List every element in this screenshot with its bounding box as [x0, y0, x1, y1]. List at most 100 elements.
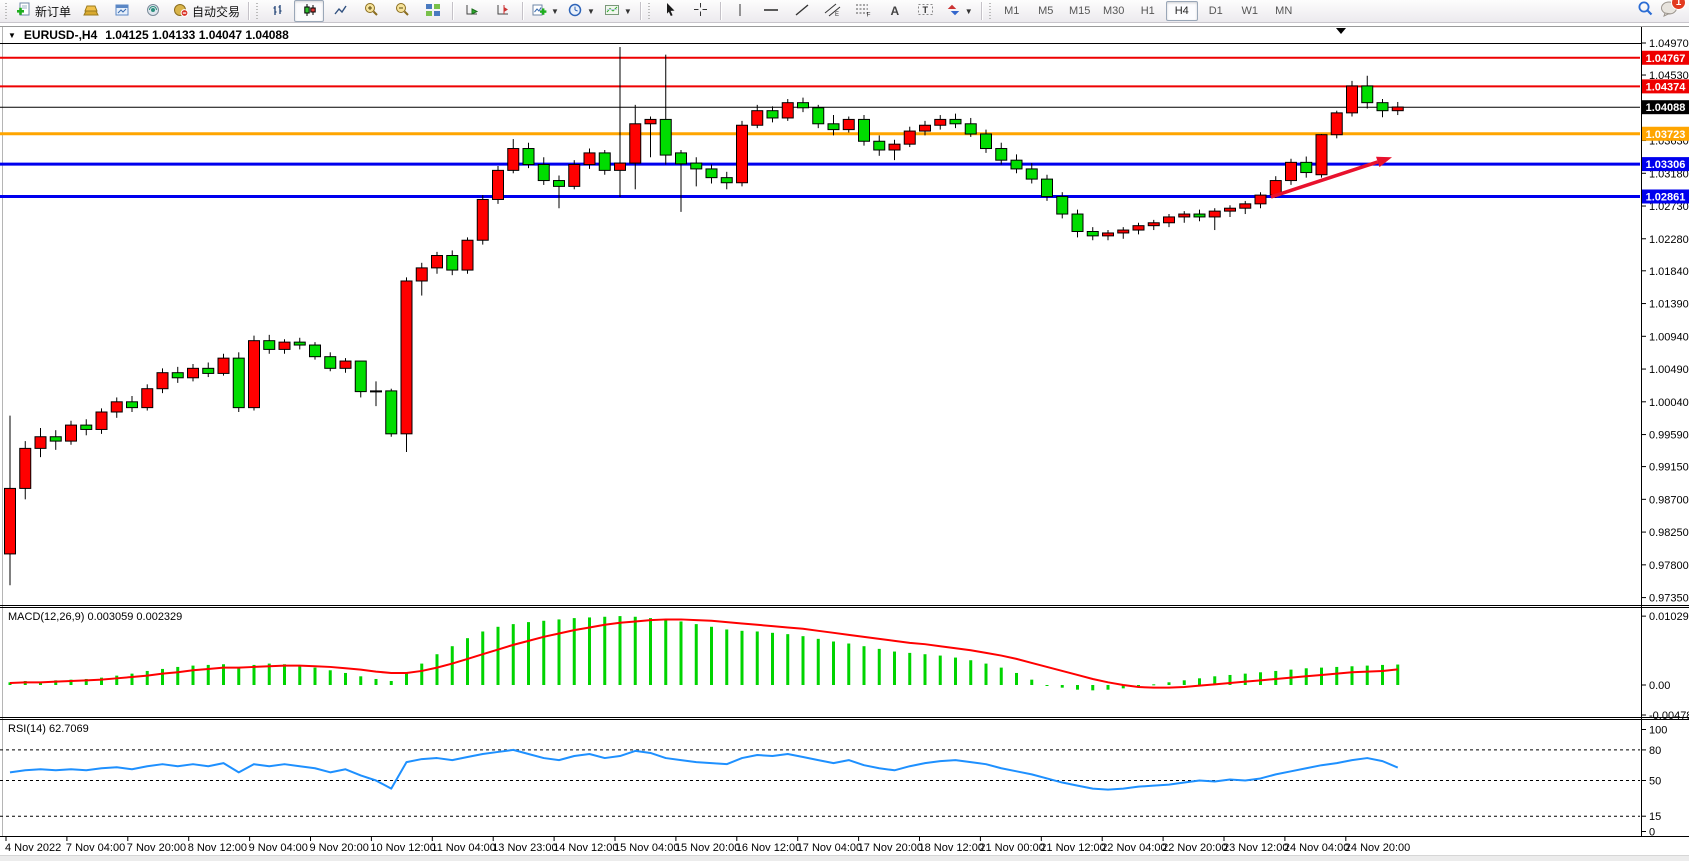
zoom-out-icon — [394, 2, 410, 20]
timeframe-m5-button[interactable]: M5 — [1038, 5, 1054, 17]
crosshair-button[interactable] — [686, 0, 716, 22]
auto-scroll-icon — [464, 3, 480, 20]
community-icon[interactable]: 1 — [1660, 0, 1686, 22]
svg-text:1.00940: 1.00940 — [1649, 331, 1689, 343]
vertical-line-button[interactable] — [725, 0, 755, 22]
rsi-pane — [0, 748, 1640, 817]
svg-text:16 Nov 12:00: 16 Nov 12:00 — [736, 842, 801, 854]
rsi-indicator-label: RSI(14) 62.7069 — [8, 723, 89, 735]
text-label-button[interactable]: T — [911, 0, 941, 22]
svg-text:7 Nov 20:00: 7 Nov 20:00 — [127, 842, 186, 854]
new-order-button[interactable]: 新订单 — [12, 0, 75, 22]
templates-icon — [604, 3, 620, 20]
gold-button[interactable] — [76, 0, 106, 22]
search-icon[interactable] — [1637, 0, 1654, 22]
svg-text:0.97350: 0.97350 — [1649, 593, 1689, 605]
timeframe-h4-button[interactable]: H4 — [1165, 1, 1198, 21]
svg-text:8 Nov 12:00: 8 Nov 12:00 — [188, 842, 247, 854]
main-toolbar: 新订单 自动交易 — [0, 0, 1689, 23]
text-icon: A — [890, 4, 900, 18]
trendline-icon — [794, 3, 810, 20]
svg-text:0.98700: 0.98700 — [1649, 494, 1689, 506]
svg-text:0.99590: 0.99590 — [1649, 430, 1689, 442]
svg-text:1.00040: 1.00040 — [1649, 397, 1689, 409]
level-price-badge: 1.03723 — [1646, 129, 1686, 141]
toolbar-separator — [522, 2, 524, 20]
toolbar-grip[interactable] — [4, 3, 9, 19]
text-button[interactable]: A — [880, 0, 910, 22]
timeframe-w1-button[interactable]: W1 — [1241, 5, 1258, 17]
toolbar-separator — [452, 2, 454, 20]
line-chart-mode-button[interactable] — [325, 0, 355, 22]
svg-text:0.97800: 0.97800 — [1649, 560, 1689, 572]
svg-text:100: 100 — [1649, 725, 1667, 737]
chevron-down-icon: ▼ — [551, 6, 559, 16]
horizontal-line-button[interactable] — [756, 0, 786, 22]
candlestick-series — [4, 54, 1404, 586]
toolbar-separator — [639, 2, 641, 20]
symbol-dropdown-icon[interactable]: ▼ — [8, 30, 16, 40]
timeframe-m15-button[interactable]: M15 — [1069, 5, 1091, 17]
level-price-badge: 1.04767 — [1646, 53, 1686, 65]
bar-chart-mode-button[interactable] — [263, 0, 293, 22]
timeframe-d1-button[interactable]: D1 — [1208, 5, 1223, 17]
svg-text:1.03180: 1.03180 — [1649, 168, 1689, 180]
autotrading-button[interactable]: 自动交易 — [169, 0, 244, 22]
svg-text:F: F — [867, 12, 871, 18]
svg-text:1.02280: 1.02280 — [1649, 234, 1689, 246]
indicators-add-icon — [531, 3, 547, 20]
svg-text:17 Nov 04:00: 17 Nov 04:00 — [797, 842, 862, 854]
chevron-down-icon: ▼ — [623, 6, 632, 16]
svg-text:80: 80 — [1649, 745, 1661, 757]
svg-text:T: T — [923, 5, 929, 15]
fibonacci-button[interactable]: F — [849, 0, 879, 22]
toolbar-grip[interactable] — [255, 3, 261, 19]
macd-pane — [8, 616, 1400, 691]
zoom-in-button[interactable] — [356, 0, 386, 22]
equidistant-channel-button[interactable]: E — [818, 0, 848, 22]
cursor-button[interactable] — [655, 0, 685, 22]
svg-text:22 Nov 20:00: 22 Nov 20:00 — [1162, 842, 1227, 854]
svg-text:0.99150: 0.99150 — [1649, 462, 1689, 474]
price-chart-canvas[interactable]: 1.049701.045301.036301.031801.027301.022… — [0, 23, 1689, 860]
svg-text:1.01840: 1.01840 — [1649, 266, 1689, 278]
indicators-button[interactable]: ▼ — [527, 0, 563, 22]
level-price-badge: 1.02861 — [1646, 191, 1686, 203]
macd-indicator-label: MACD(12,26,9) 0.003059 0.002329 — [8, 611, 183, 623]
level-price-badge: 1.03306 — [1646, 159, 1686, 171]
zoom-out-button[interactable] — [387, 0, 417, 22]
trendline-button[interactable] — [787, 0, 817, 22]
svg-text:9 Nov 20:00: 9 Nov 20:00 — [310, 842, 369, 854]
timeframe-h1-button[interactable]: H1 — [1140, 5, 1155, 17]
candlestick-mode-button[interactable] — [294, 0, 325, 22]
arrows-button[interactable]: ▼ — [942, 0, 977, 22]
tile-windows-button[interactable] — [418, 0, 448, 22]
periods-button[interactable]: ▼ — [564, 0, 599, 22]
svg-text:1.00490: 1.00490 — [1649, 364, 1689, 376]
fibonacci-icon: F — [855, 2, 872, 20]
toolbar-grip[interactable] — [646, 3, 652, 19]
timeframe-mn-button[interactable]: MN — [1275, 5, 1293, 17]
svg-text:1.04530: 1.04530 — [1649, 70, 1689, 82]
toolbar-grip[interactable] — [987, 3, 993, 19]
svg-text:15 Nov 20:00: 15 Nov 20:00 — [675, 842, 740, 854]
svg-text:4 Nov 2022: 4 Nov 2022 — [5, 842, 61, 854]
timeframe-m1-button[interactable]: M1 — [1004, 5, 1020, 17]
time-axis: 4 Nov 2022 7 Nov 04:00 7 Nov 20:00 8 Nov 12… — [5, 837, 1410, 854]
chart-window[interactable]: 1.04970 1.04530 1.03630 1.03180 1.02730 1.022… — [0, 23, 1689, 861]
templates-button[interactable]: ▼ — [600, 0, 636, 22]
signals-button[interactable] — [138, 0, 168, 22]
svg-text:1.02730: 1.02730 — [1649, 201, 1689, 213]
svg-text:0.98250: 0.98250 — [1649, 527, 1689, 539]
chart-ohlc-header: ▼ EURUSD-,H4 1.04125 1.04133 1.04047 1.0… — [8, 28, 289, 42]
toolbar-separator — [248, 2, 250, 20]
timeframe-m30-button[interactable]: M30 — [1103, 5, 1125, 17]
trend-arrow-annotation — [1376, 156, 1392, 168]
svg-text:1.04970: 1.04970 — [1649, 38, 1689, 50]
svg-text:7 Nov 04:00: 7 Nov 04:00 — [66, 842, 125, 854]
vertical-line-icon — [734, 3, 746, 20]
charts-window-button[interactable] — [107, 0, 137, 22]
auto-scroll-button[interactable] — [457, 0, 487, 22]
chart-shift-button[interactable] — [488, 0, 518, 22]
arrows-icon — [946, 3, 961, 20]
